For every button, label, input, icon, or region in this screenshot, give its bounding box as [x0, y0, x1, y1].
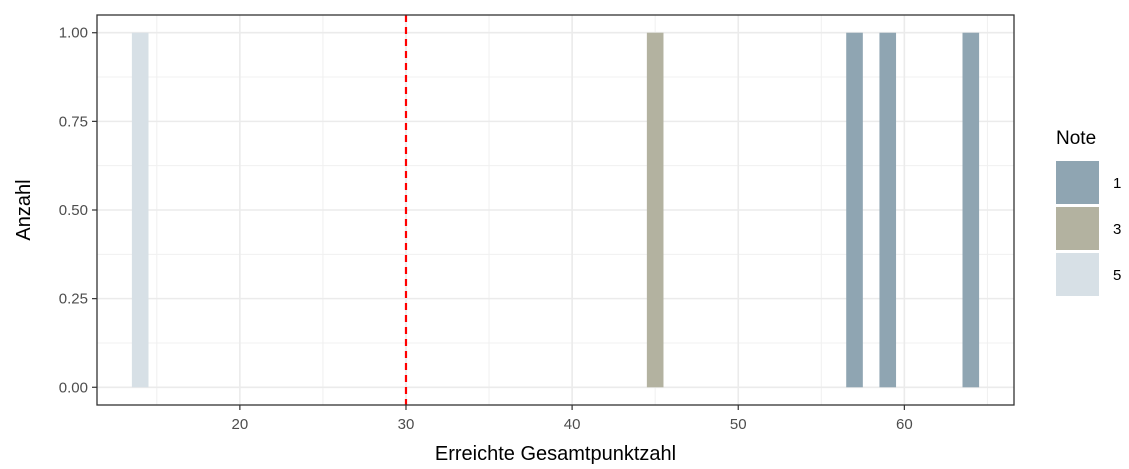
- y-axis: 0.00 0.25 0.50 0.75 1.00: [59, 25, 97, 396]
- legend-swatch: [1056, 207, 1099, 250]
- bars-group: [131, 32, 980, 388]
- y-axis-title: Anzahl: [13, 179, 35, 240]
- histogram-bar: [962, 32, 980, 388]
- y-tick-label: 0.25: [59, 291, 88, 308]
- x-tick-label: 20: [232, 416, 249, 433]
- x-tick-label: 50: [730, 416, 747, 433]
- y-tick-label: 0.75: [59, 113, 88, 130]
- y-tick-label: 0.50: [59, 202, 88, 219]
- histogram-bar: [646, 32, 664, 388]
- legend-swatch: [1056, 253, 1099, 296]
- legend-label: 5: [1113, 267, 1121, 284]
- x-axis-title: Erreichte Gesamtpunktzahl: [435, 443, 676, 465]
- x-axis: 20 30 40 50 60: [232, 405, 913, 433]
- legend-label: 1: [1113, 175, 1121, 192]
- y-tick-label: 1.00: [59, 25, 88, 42]
- y-tick-label: 0.00: [59, 379, 88, 396]
- x-tick-label: 30: [398, 416, 415, 433]
- histogram-bar: [131, 32, 149, 388]
- x-tick-label: 60: [896, 416, 913, 433]
- x-tick-label: 40: [564, 416, 581, 433]
- histogram-bar: [879, 32, 897, 388]
- legend: Note 1 3 5: [1056, 128, 1121, 296]
- histogram-bar: [846, 32, 863, 388]
- legend-label: 3: [1113, 221, 1121, 238]
- legend-swatch: [1056, 161, 1099, 204]
- legend-title: Note: [1056, 128, 1096, 149]
